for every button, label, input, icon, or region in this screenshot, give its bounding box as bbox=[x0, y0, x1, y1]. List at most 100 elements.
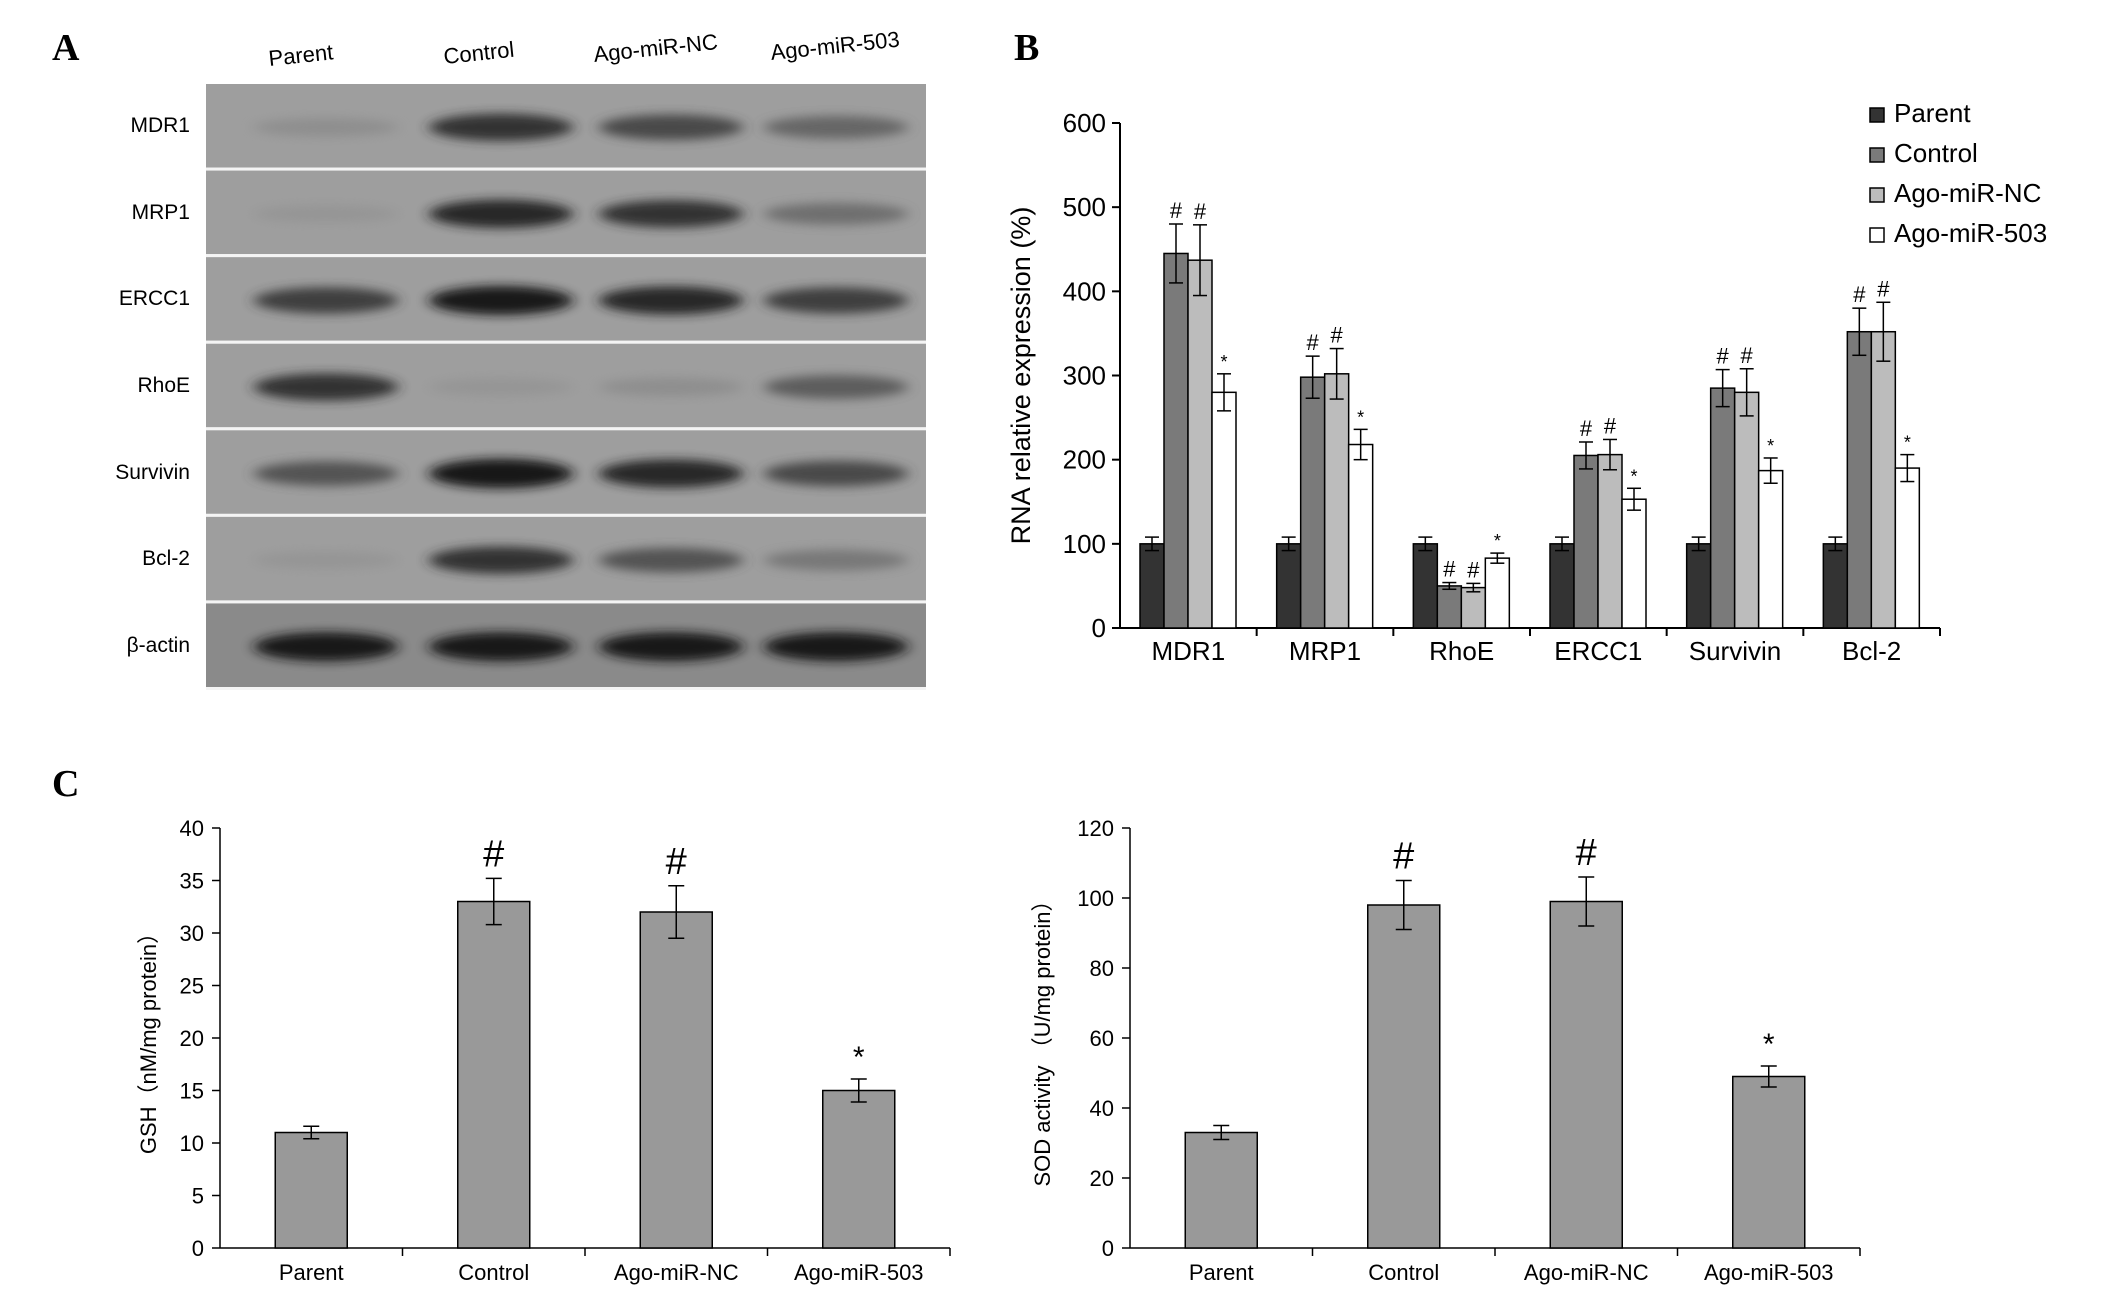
bar bbox=[1573, 454, 1599, 629]
blot-row-label: MRP1 bbox=[131, 200, 190, 224]
blot-row-divider bbox=[206, 687, 926, 690]
blot-band bbox=[599, 632, 743, 662]
x-tick-label: Ago-miR-NC bbox=[1524, 1260, 1649, 1285]
bar bbox=[1733, 391, 1760, 629]
blot-row-label: β-actin bbox=[126, 633, 190, 657]
panel-letter-c: C bbox=[52, 763, 80, 805]
blot-band bbox=[599, 547, 743, 573]
blot-lane-label: Control bbox=[442, 36, 516, 70]
significance-mark: * bbox=[1357, 407, 1364, 427]
significance-mark: # bbox=[483, 833, 504, 875]
bar bbox=[457, 900, 531, 1249]
blot-band bbox=[599, 286, 743, 315]
y-tick-label: 30 bbox=[180, 921, 204, 946]
significance-mark: # bbox=[1331, 323, 1344, 348]
y-tick-label: 500 bbox=[1063, 192, 1106, 222]
blot-band bbox=[429, 113, 573, 141]
blot-row-label: ERCC1 bbox=[118, 287, 190, 311]
bar bbox=[822, 1089, 896, 1249]
bar bbox=[1275, 543, 1302, 629]
y-tick-label: 15 bbox=[180, 1079, 204, 1104]
significance-mark: # bbox=[1467, 557, 1480, 582]
legend-swatch bbox=[1869, 147, 1885, 163]
blot-band bbox=[254, 461, 398, 486]
gsh-chart: 0 5 10 15 20 25 30 35 40 GSH（nM/mg protein） Parent… bbox=[136, 816, 951, 1285]
blot-band bbox=[254, 287, 398, 314]
significance-mark: # bbox=[1717, 344, 1730, 369]
x-tick-label: Parent bbox=[279, 1260, 344, 1285]
blot-band bbox=[254, 632, 398, 662]
bar bbox=[1822, 543, 1849, 629]
y-axis-title: SOD activity （U/mg protein） bbox=[1030, 889, 1055, 1186]
y-tick-label: 400 bbox=[1063, 276, 1106, 306]
blot-row-divider bbox=[206, 167, 926, 171]
x-tick-label: Ago-miR-503 bbox=[794, 1260, 924, 1285]
y-tick-label: 0 bbox=[1102, 1236, 1114, 1261]
blot-band bbox=[254, 205, 398, 223]
legend-swatch bbox=[1869, 107, 1885, 123]
blot-lane-label: Ago-miR-503 bbox=[769, 26, 901, 66]
bar bbox=[1367, 904, 1441, 1249]
blot-band bbox=[254, 118, 398, 137]
blot-lane-label: Parent bbox=[267, 39, 335, 72]
bar bbox=[1757, 469, 1784, 629]
significance-mark: # bbox=[1576, 832, 1597, 874]
significance-mark: * bbox=[1494, 531, 1501, 551]
y-axis-title: RNA relative expression (%) bbox=[1006, 207, 1036, 545]
y-tick-label: 40 bbox=[1090, 1096, 1114, 1121]
x-tick-label: Control bbox=[458, 1260, 529, 1285]
y-tick-label: 0 bbox=[192, 1236, 204, 1261]
legend-label: Parent bbox=[1894, 98, 1971, 128]
x-tick-label: Control bbox=[1368, 1260, 1439, 1285]
y-axis-title: GSH（nM/mg protein） bbox=[136, 922, 161, 1154]
blot-band bbox=[764, 287, 908, 314]
bar bbox=[1299, 376, 1326, 629]
significance-mark: # bbox=[666, 841, 687, 883]
panel-letter-b: B bbox=[1014, 27, 1040, 69]
blot-band bbox=[599, 200, 743, 228]
blot-band bbox=[764, 375, 908, 399]
blot-band bbox=[429, 458, 573, 489]
significance-mark: * bbox=[1630, 466, 1637, 486]
bar bbox=[1732, 1075, 1806, 1249]
y-tick-label: 5 bbox=[192, 1184, 204, 1209]
legend-label: Ago-miR-NC bbox=[1894, 178, 2041, 208]
significance-mark: # bbox=[1443, 557, 1456, 582]
blot-band bbox=[599, 459, 743, 488]
blot-band bbox=[599, 114, 743, 141]
panel-letter-a: A bbox=[52, 27, 80, 69]
legend-swatch bbox=[1869, 187, 1885, 203]
x-tick-label: ERCC1 bbox=[1554, 636, 1642, 666]
blot-row-divider bbox=[206, 340, 926, 344]
y-tick-label: 20 bbox=[180, 1026, 204, 1051]
significance-mark: * bbox=[853, 1041, 865, 1074]
y-tick-label: 100 bbox=[1063, 529, 1106, 559]
bar bbox=[1549, 543, 1575, 629]
significance-mark: * bbox=[1220, 352, 1227, 372]
significance-mark: * bbox=[1763, 1028, 1775, 1061]
blot-band bbox=[429, 632, 573, 662]
significance-mark: # bbox=[1853, 282, 1866, 307]
western-blot bbox=[206, 84, 926, 690]
bar bbox=[1412, 543, 1439, 629]
bar bbox=[1184, 1131, 1258, 1249]
y-tick-label: 10 bbox=[180, 1131, 204, 1156]
bar bbox=[1549, 900, 1623, 1249]
legend-label: Ago-miR-503 bbox=[1894, 218, 2047, 248]
blot-row-divider bbox=[206, 254, 926, 258]
y-tick-label: 60 bbox=[1090, 1026, 1114, 1051]
x-tick-label: Ago-miR-NC bbox=[614, 1260, 739, 1285]
x-tick-label: MRP1 bbox=[1289, 636, 1361, 666]
y-tick-label: 35 bbox=[180, 869, 204, 894]
blot-band bbox=[764, 202, 908, 225]
y-tick-label: 100 bbox=[1077, 886, 1114, 911]
blot-band bbox=[429, 378, 573, 396]
blot-row-label: Survivin bbox=[115, 460, 190, 484]
significance-mark: # bbox=[1877, 276, 1890, 301]
blot-band bbox=[764, 460, 908, 487]
bar bbox=[1484, 557, 1511, 629]
significance-mark: # bbox=[1170, 198, 1183, 223]
y-tick-label: 120 bbox=[1077, 816, 1114, 841]
x-tick-label: Parent bbox=[1189, 1260, 1254, 1285]
bar bbox=[1187, 259, 1213, 629]
